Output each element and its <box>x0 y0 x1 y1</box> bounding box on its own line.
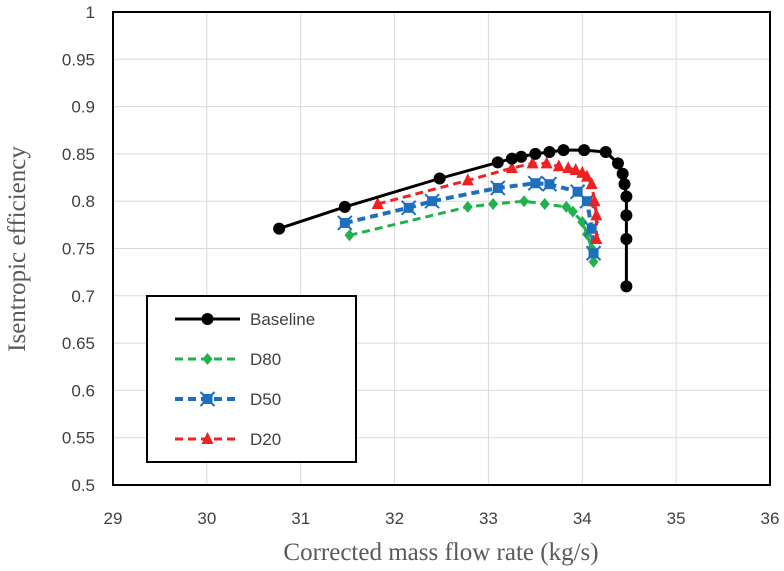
data-point-d80 <box>519 195 530 208</box>
data-point-baseline <box>616 167 629 180</box>
x-tick-label: 36 <box>761 509 780 528</box>
y-tick-label: 0.8 <box>71 192 95 211</box>
data-point-baseline <box>515 150 528 163</box>
series-baseline <box>273 144 633 293</box>
data-point-d50 <box>541 176 558 192</box>
legend-marker-d50 <box>199 391 216 407</box>
data-point-d50 <box>337 215 353 231</box>
legend-marker-d20 <box>201 432 214 444</box>
data-point-baseline <box>620 233 633 246</box>
data-point-baseline <box>505 152 518 165</box>
legend-label-d50: D50 <box>250 390 281 409</box>
data-point-baseline <box>338 200 351 213</box>
x-tick-label: 32 <box>385 509 404 528</box>
y-tick-label: 1 <box>86 3 95 22</box>
y-tick-label: 0.5 <box>71 476 95 495</box>
data-point-baseline <box>491 156 504 169</box>
data-point-d20 <box>588 194 601 207</box>
y-tick-label: 0.65 <box>62 334 95 353</box>
data-point-baseline <box>620 280 633 293</box>
data-point-baseline <box>273 222 286 235</box>
y-tick-label: 0.55 <box>62 429 95 448</box>
x-tick-label: 30 <box>197 509 216 528</box>
legend: Baseline D80 D50 D20 <box>146 295 357 463</box>
data-point-d80 <box>539 198 550 211</box>
x-tick-label: 35 <box>667 509 686 528</box>
data-point-d20 <box>562 161 575 174</box>
data-point-d20 <box>371 197 384 210</box>
data-point-d50 <box>585 245 602 261</box>
y-tick-label: 0.75 <box>62 240 95 259</box>
data-point-d50 <box>527 175 544 191</box>
data-point-d20 <box>585 177 598 190</box>
y-axis-title: Isentropic efficiency <box>4 146 31 352</box>
data-point-baseline <box>543 146 556 159</box>
data-series <box>273 144 633 293</box>
data-point-baseline <box>433 172 446 185</box>
plot-area-frame <box>112 11 771 486</box>
data-point-baseline <box>618 178 631 191</box>
y-tick-label: 0.95 <box>62 50 95 69</box>
legend-marker-baseline <box>201 313 214 325</box>
data-point-baseline <box>620 209 633 222</box>
data-point-d80 <box>567 205 578 218</box>
series-d80 <box>344 195 599 268</box>
series-line-d50 <box>344 181 596 254</box>
data-point-d50 <box>490 180 506 196</box>
data-point-d20 <box>540 156 553 169</box>
data-point-d20 <box>580 169 593 182</box>
data-point-d80 <box>488 198 499 211</box>
x-axis-title: Corrected mass flow rate (kg/s) <box>283 539 598 566</box>
y-tick-labels: 0.5 0.55 0.6 0.65 0.7 0.75 0.8 0.85 0.9 0.95 1 <box>62 3 95 495</box>
x-tick-label: 33 <box>479 509 498 528</box>
y-tick-label: 0.85 <box>62 145 95 164</box>
data-point-d20 <box>461 173 474 186</box>
data-point-d80 <box>462 200 473 213</box>
x-tick-label: 31 <box>291 509 310 528</box>
legend-item-baseline: Baseline <box>175 310 315 329</box>
data-point-baseline <box>578 144 591 157</box>
series-d20 <box>371 156 603 245</box>
legend-marker-d80 <box>202 353 213 365</box>
series-d50 <box>337 175 602 261</box>
data-point-d80 <box>561 200 572 213</box>
data-point-baseline <box>557 144 570 157</box>
legend-label-d80: D80 <box>250 350 281 369</box>
data-point-d20 <box>505 161 518 174</box>
data-point-d50 <box>424 193 440 209</box>
x-tick-label: 34 <box>573 509 592 528</box>
data-point-d20 <box>590 232 603 245</box>
data-point-d20 <box>526 156 539 169</box>
data-point-baseline <box>529 147 542 160</box>
data-point-d50 <box>400 200 417 216</box>
data-point-d80 <box>588 255 599 268</box>
y-tick-label: 0.7 <box>71 287 95 306</box>
data-point-d20 <box>590 208 603 221</box>
legend-item-d50: D50 <box>175 390 281 409</box>
data-point-baseline <box>620 190 633 203</box>
y-tick-label: 0.9 <box>71 98 95 117</box>
legend-item-d20: D20 <box>175 430 281 449</box>
data-point-d80 <box>577 216 588 229</box>
x-tick-label: 29 <box>104 509 123 528</box>
series-line-d80 <box>349 199 595 262</box>
legend-label-baseline: Baseline <box>250 310 315 329</box>
data-point-baseline <box>599 146 612 159</box>
legend-box <box>146 295 357 463</box>
data-point-d80 <box>344 229 355 242</box>
y-tick-label: 0.6 <box>71 381 95 400</box>
legend-label-d20: D20 <box>250 430 281 449</box>
data-point-d20 <box>552 159 565 172</box>
data-point-baseline <box>611 157 624 170</box>
x-tick-labels: 29 30 31 32 33 34 35 36 <box>104 509 780 528</box>
data-point-d20 <box>569 162 582 175</box>
legend-item-d80: D80 <box>175 350 281 369</box>
